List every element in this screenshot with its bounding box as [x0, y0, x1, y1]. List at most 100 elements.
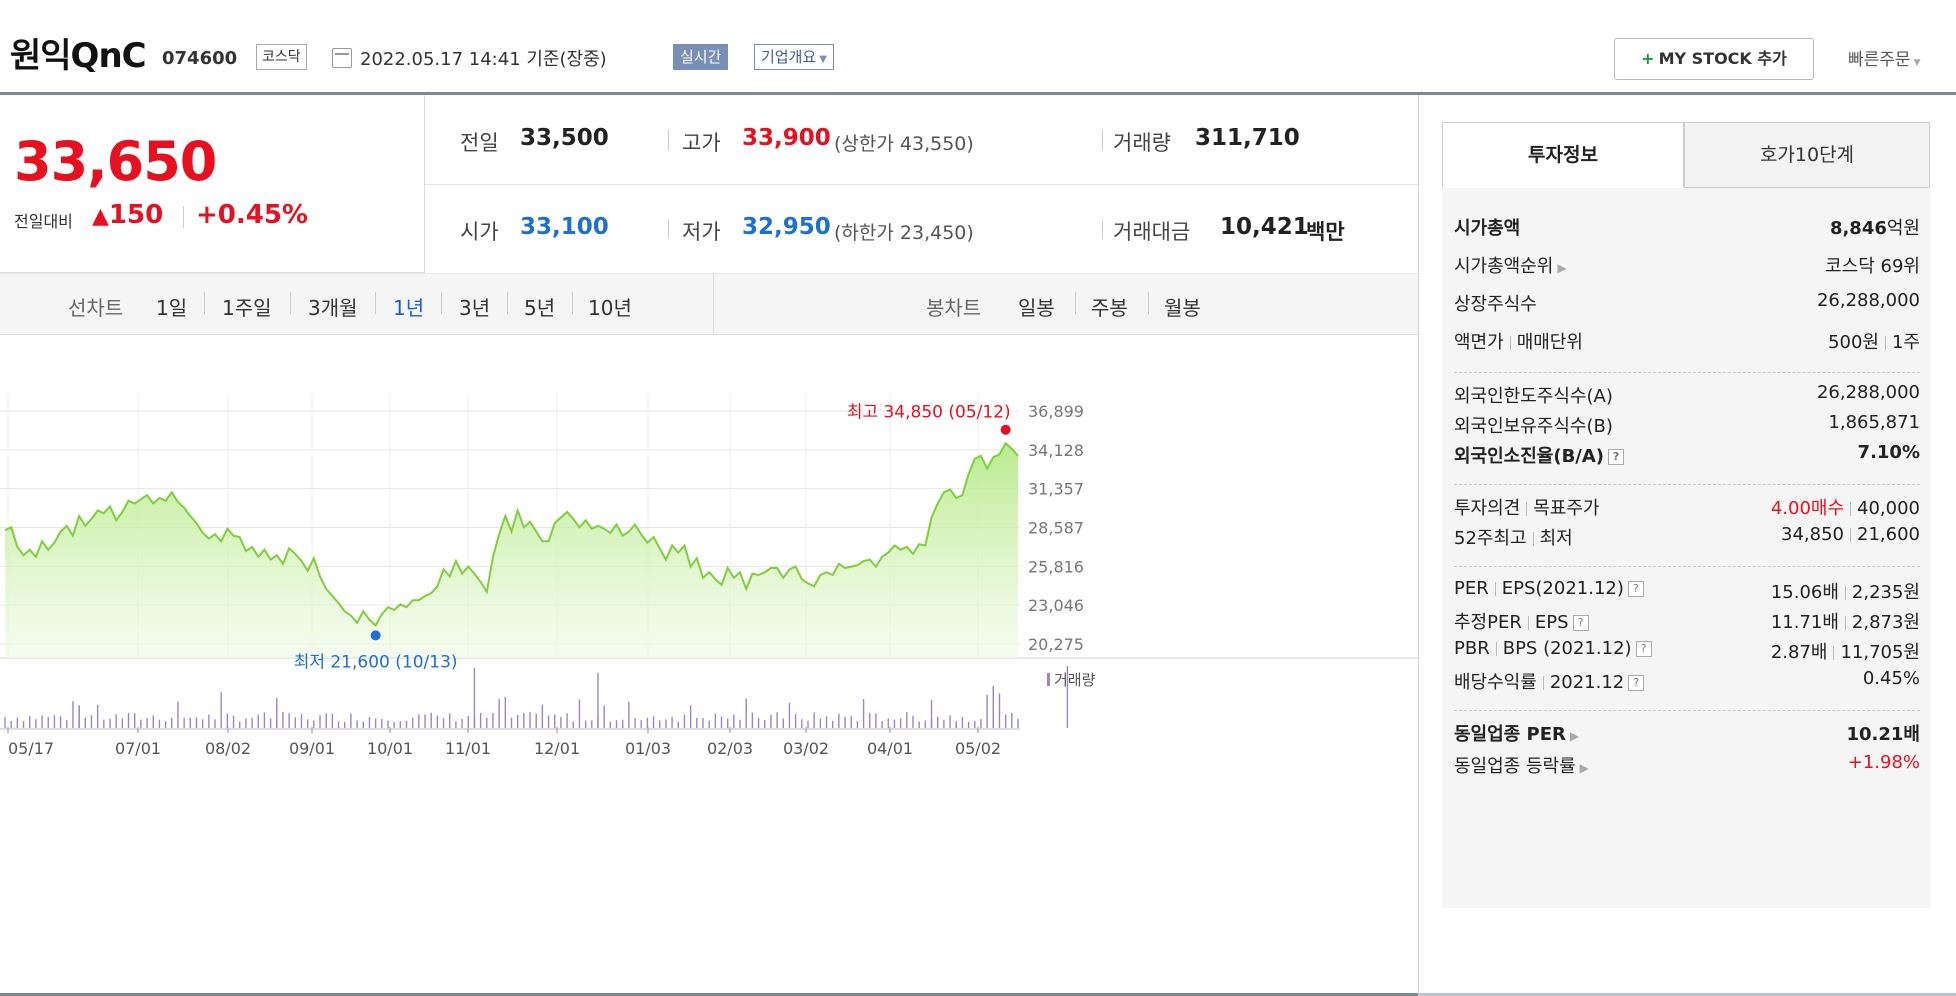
dividend-label: 배당수익률 2021.12?: [1454, 668, 1645, 694]
plus-icon: +: [1641, 49, 1655, 68]
divider: [204, 292, 205, 314]
stock-header: 원익QnC 074600 코스닥 2022.05.17 14:41 기준(장중)…: [0, 0, 1956, 96]
add-mystock-button[interactable]: + MY STOCK 추가: [1614, 38, 1814, 80]
candle-chart-label: 봉차트: [926, 296, 982, 320]
change-value: ▲150: [92, 200, 164, 230]
candle-monthly[interactable]: 월봉: [1164, 296, 1201, 320]
divider: [1102, 219, 1103, 239]
foreign-ratio-value: 7.10%: [1857, 442, 1920, 463]
divider: [1884, 336, 1886, 350]
quote-row-divider: [425, 184, 1418, 185]
x-tick-label: 12/01: [534, 739, 580, 758]
sector-change-label[interactable]: 동일업종 등락률 ▶: [1454, 756, 1589, 777]
volume-label: 거래량: [1113, 131, 1171, 155]
dividend-value: 0.45%: [1862, 668, 1920, 689]
divider: [375, 292, 376, 314]
up-triangle-icon: ▲: [92, 204, 109, 229]
period-5y[interactable]: 5년: [524, 296, 556, 320]
pbr-label: PBR BPS (2021.12)?: [1454, 638, 1652, 659]
help-icon[interactable]: ?: [1572, 615, 1589, 631]
divider: [713, 274, 714, 335]
realtime-badge[interactable]: 실시간: [673, 44, 729, 70]
per-value: 15.06배 2,235원: [1770, 582, 1920, 603]
divider: [1532, 532, 1534, 546]
row-rank: 시가총액순위 ▶ 코스닥 69위: [1454, 246, 1920, 282]
sector-change-value: +1.98%: [1847, 752, 1920, 773]
rank-label[interactable]: 시가총액순위 ▶: [1454, 256, 1567, 277]
divider: [1102, 130, 1103, 150]
bottom-divider: [0, 993, 1418, 996]
low-label: 최저 21,600 (10/13): [294, 652, 458, 672]
period-1y[interactable]: 1년: [393, 296, 425, 320]
high-value: 33,900: [742, 125, 831, 151]
help-icon[interactable]: ?: [1608, 449, 1625, 465]
candle-daily[interactable]: 일봉: [1018, 296, 1055, 320]
row-est-per: 추정PER EPS? 11.71배 2,873원: [1454, 602, 1920, 638]
row-opinion: 투자의견 목표주가 4.00매수 40,000: [1454, 488, 1920, 524]
opinion-value: 4.00매수 40,000: [1770, 498, 1920, 519]
lower-limit: (하한가 23,450): [834, 222, 974, 244]
company-info-button[interactable]: 기업개요 ▼: [754, 44, 834, 70]
amount-unit: 백만: [1306, 220, 1345, 244]
low-marker: [370, 630, 381, 641]
company-name: 원익QnC: [10, 36, 147, 76]
row-shares: 상장주식수 26,288,000: [1454, 284, 1920, 320]
calendar-icon: [332, 48, 352, 68]
x-tick-label: 02/03: [707, 739, 753, 758]
x-tick-label: 05/02: [955, 739, 1001, 758]
foreign-hold-label: 외국인보유주식수(B): [1454, 416, 1613, 437]
low-label: 저가: [682, 220, 721, 244]
row-sector-per: 동일업종 PER ▶ 10.21배: [1454, 714, 1920, 750]
period-10y[interactable]: 10년: [588, 296, 632, 320]
shares-label: 상장주식수: [1454, 294, 1537, 315]
y-tick-label: 31,357: [1028, 480, 1084, 499]
row-foreign-ratio: 외국인소진율(B/A)? 7.10%: [1454, 436, 1920, 472]
dashed-divider: [1454, 566, 1920, 567]
divider: [1075, 292, 1076, 314]
x-tick-label: 01/03: [625, 739, 671, 758]
tab-orderbook[interactable]: 호가10단계: [1684, 122, 1930, 188]
y-tick-label: 28,587: [1028, 519, 1084, 538]
quick-order-button[interactable]: 빠른주문 ▼: [1848, 50, 1921, 70]
upper-limit: (상한가 43,550): [834, 133, 974, 155]
divider: [183, 206, 184, 228]
divider: [441, 292, 442, 314]
period-3m[interactable]: 3개월: [308, 296, 358, 320]
price-line: [4, 441, 1019, 627]
divider: [1542, 676, 1544, 690]
period-1d[interactable]: 1일: [156, 296, 188, 320]
price-area: [5, 443, 1018, 658]
x-tick-label: 09/01: [289, 739, 335, 758]
divider: [1833, 646, 1835, 660]
rank-value: 코스닥 69위: [1825, 256, 1920, 277]
row-face-value: 액면가 매매단위 500원 1주: [1454, 322, 1920, 358]
x-tick-label: 11/01: [445, 739, 491, 758]
row-dividend: 배당수익률 2021.12? 0.45%: [1454, 662, 1920, 698]
line-chart-label: 선차트: [68, 296, 124, 320]
face-value: 500원 1주: [1828, 332, 1920, 353]
divider: [668, 130, 669, 150]
per-label: PER EPS(2021.12)?: [1454, 578, 1644, 599]
x-tick-label: 07/01: [115, 739, 161, 758]
divider: [1844, 616, 1846, 630]
prev-close-value: 33,500: [520, 125, 609, 151]
high-label: 고가: [682, 131, 721, 155]
period-1w[interactable]: 1주일: [222, 296, 272, 320]
help-icon[interactable]: ?: [1635, 641, 1652, 657]
divider: [1850, 502, 1852, 516]
price-chart[interactable]: 36,899 34,128 31,357 28,587 25,816 23,046 20,2…: [0, 335, 1418, 996]
volume-legend: 거래량: [1054, 671, 1096, 689]
period-3y[interactable]: 3년: [459, 296, 491, 320]
y-tick-label: 36,899: [1028, 402, 1084, 421]
est-per-label: 추정PER EPS?: [1454, 608, 1589, 634]
divider: [1850, 528, 1852, 542]
high-label: 최고 34,850 (05/12): [847, 403, 1011, 423]
stock-code: 074600: [162, 48, 238, 69]
help-icon[interactable]: ?: [1627, 581, 1644, 597]
divider: [1526, 502, 1528, 516]
tab-invest-info[interactable]: 투자정보: [1442, 122, 1684, 188]
sector-per-value: 10.21배: [1846, 724, 1921, 745]
sector-per-label[interactable]: 동일업종 PER ▶: [1454, 724, 1580, 745]
candle-weekly[interactable]: 주봉: [1091, 296, 1128, 320]
help-icon[interactable]: ?: [1628, 675, 1645, 691]
